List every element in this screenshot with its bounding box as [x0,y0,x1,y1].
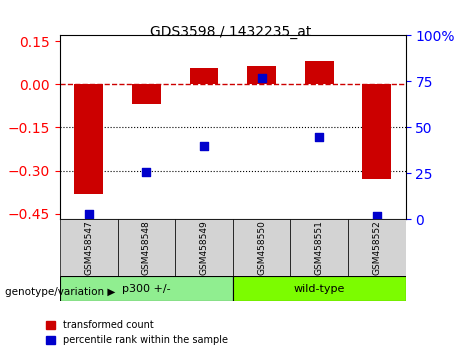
FancyBboxPatch shape [233,276,406,301]
Text: wild-type: wild-type [294,284,345,293]
Legend: transformed count, percentile rank within the sample: transformed count, percentile rank withi… [42,316,232,349]
Text: GSM458548: GSM458548 [142,221,151,275]
Text: GSM458550: GSM458550 [257,220,266,275]
Bar [132,84,161,104]
Point [315,134,323,139]
FancyBboxPatch shape [60,276,233,301]
FancyBboxPatch shape [348,219,406,276]
FancyBboxPatch shape [118,219,175,276]
Point [142,169,150,175]
Point [200,143,207,149]
Bar [305,61,334,84]
FancyBboxPatch shape [290,219,348,276]
FancyBboxPatch shape [60,219,118,276]
Bar [362,84,391,179]
FancyBboxPatch shape [175,219,233,276]
Bar [74,84,103,194]
Point [258,75,266,81]
Text: GSM458549: GSM458549 [200,221,208,275]
Text: genotype/variation ▶: genotype/variation ▶ [5,287,115,297]
Bar [189,68,219,84]
Text: GSM458551: GSM458551 [315,220,324,275]
Text: p300 +/-: p300 +/- [122,284,171,293]
Point [373,213,381,219]
Bar [247,65,276,84]
Point [85,211,92,217]
Text: GSM458552: GSM458552 [372,221,381,275]
Text: GSM458547: GSM458547 [84,221,93,275]
FancyBboxPatch shape [233,219,290,276]
Text: GDS3598 / 1432235_at: GDS3598 / 1432235_at [150,25,311,39]
